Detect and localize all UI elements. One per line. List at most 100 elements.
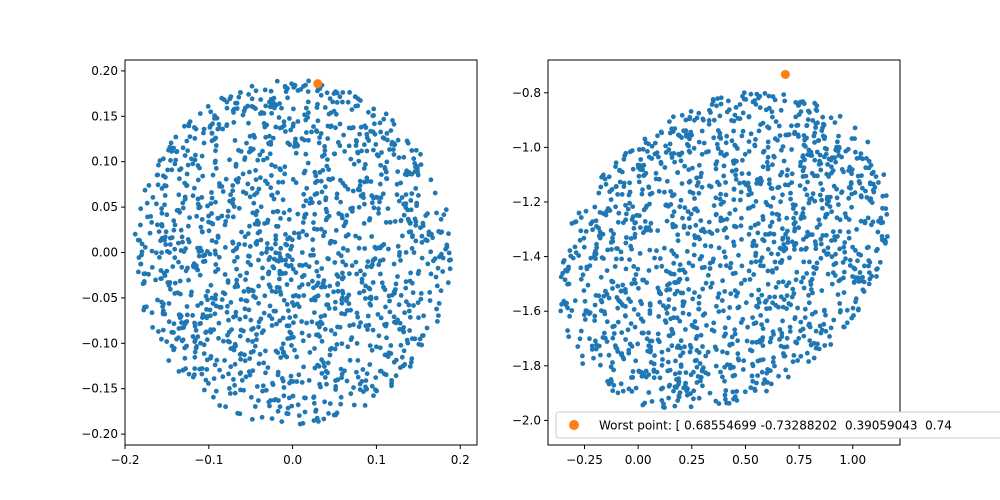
data-point <box>593 218 599 224</box>
data-point <box>830 229 836 235</box>
data-point <box>833 159 838 165</box>
data-point <box>740 128 746 134</box>
data-point <box>378 315 384 321</box>
data-point <box>727 265 733 271</box>
data-point <box>273 237 279 242</box>
data-point <box>684 387 690 393</box>
data-point <box>271 265 277 271</box>
data-point <box>377 199 382 205</box>
data-point <box>598 184 604 190</box>
data-point <box>655 337 661 343</box>
data-point <box>698 332 704 338</box>
data-point <box>138 261 144 267</box>
data-point <box>412 161 418 166</box>
data-point <box>723 388 729 393</box>
data-point <box>261 157 266 163</box>
data-point <box>681 225 687 231</box>
data-point <box>668 271 674 277</box>
data-point <box>259 414 265 420</box>
data-point <box>818 241 824 247</box>
data-point <box>370 327 376 333</box>
data-point <box>747 205 753 211</box>
data-point <box>559 301 564 307</box>
data-point <box>678 338 684 344</box>
data-point <box>364 135 370 141</box>
data-point <box>772 259 778 265</box>
data-point <box>338 401 344 407</box>
data-point <box>812 157 818 163</box>
data-point <box>269 323 275 328</box>
data-point <box>256 186 262 192</box>
data-point <box>409 148 415 153</box>
data-point <box>762 91 768 96</box>
data-point <box>138 206 144 212</box>
data-point <box>700 383 705 389</box>
data-point <box>646 268 652 273</box>
data-point <box>242 234 248 240</box>
data-point <box>254 337 259 342</box>
data-point <box>582 317 588 322</box>
data-point <box>401 154 407 160</box>
data-point <box>326 167 332 173</box>
data-point <box>613 160 619 166</box>
x-tick-label: 0.25 <box>678 453 705 467</box>
data-point <box>656 154 661 160</box>
data-point <box>825 245 831 251</box>
data-point <box>176 192 182 198</box>
data-point <box>348 156 354 162</box>
data-point <box>775 185 781 191</box>
data-point <box>593 338 598 344</box>
data-point <box>764 298 769 303</box>
data-point <box>358 268 363 274</box>
data-point <box>576 253 582 258</box>
data-point <box>213 296 218 302</box>
data-point <box>834 195 840 201</box>
data-point <box>428 271 434 277</box>
data-point <box>687 178 693 184</box>
data-point <box>205 203 210 209</box>
data-point <box>379 172 384 178</box>
data-point <box>836 202 841 208</box>
data-point <box>706 219 712 225</box>
data-point <box>873 174 879 180</box>
data-point <box>434 283 440 289</box>
data-point <box>649 399 655 404</box>
data-point <box>200 253 206 259</box>
data-point <box>190 334 196 339</box>
data-point <box>362 403 368 408</box>
data-point <box>226 371 231 377</box>
data-point <box>172 291 178 296</box>
x-tick-label: 1.00 <box>839 453 866 467</box>
data-point <box>837 229 843 234</box>
data-point <box>846 229 851 235</box>
data-point <box>225 214 231 219</box>
data-point <box>405 207 411 213</box>
data-point <box>278 216 283 221</box>
data-point <box>351 322 356 327</box>
data-point <box>645 226 651 232</box>
data-point <box>656 289 662 294</box>
data-point <box>760 217 766 223</box>
data-point <box>412 216 418 222</box>
data-point <box>296 372 302 378</box>
data-point <box>247 244 253 249</box>
data-point <box>848 180 854 185</box>
data-point <box>820 187 825 193</box>
data-point <box>407 364 413 369</box>
data-point <box>436 313 441 318</box>
data-point <box>212 311 218 317</box>
data-point <box>753 250 759 256</box>
data-point <box>677 390 683 395</box>
data-point <box>754 339 759 345</box>
data-point <box>247 356 253 361</box>
data-point <box>699 254 705 259</box>
data-point <box>812 239 818 245</box>
data-point <box>339 297 345 303</box>
data-point <box>633 358 639 364</box>
data-point <box>325 360 331 366</box>
data-point <box>770 195 776 201</box>
data-point <box>247 223 252 229</box>
data-point <box>804 123 810 128</box>
data-point <box>663 268 669 274</box>
data-point <box>696 139 702 145</box>
